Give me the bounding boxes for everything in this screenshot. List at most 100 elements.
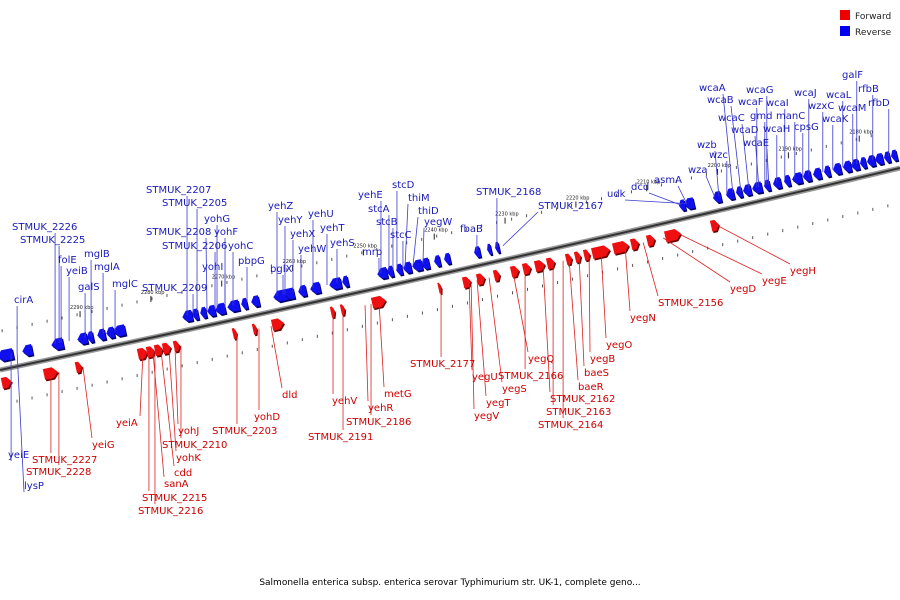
gene-label-wcaj[interactable]: wcaJ [794, 88, 817, 99]
gene-label-stmuk-2186[interactable]: STMUK_2186 [346, 417, 411, 428]
gene-label-yegu[interactable]: yegU [472, 372, 498, 383]
gene-label-yegn[interactable]: yegN [630, 313, 656, 324]
gene-arrow-f12[interactable] [339, 304, 345, 316]
gene-label-fbab[interactable]: fbaB [460, 224, 483, 235]
gene-label-wcag[interactable]: wcaG [746, 85, 774, 96]
gene-arrow-r48[interactable] [843, 160, 853, 173]
gene-label-wcad[interactable]: wcaD [731, 125, 759, 136]
gene-label-gmd[interactable]: gmd [750, 111, 772, 122]
gene-label-thid[interactable]: thiD [418, 206, 439, 217]
gene-arrow-r35[interactable] [713, 190, 723, 203]
gene-arrow-r28[interactable] [434, 255, 442, 267]
gene-label-mglc[interactable]: mglC [112, 279, 138, 290]
gene-label-yehr[interactable]: yehR [368, 403, 393, 414]
gene-label-gals[interactable]: galS [78, 282, 100, 293]
gene-label-stcb[interactable]: stcB [376, 217, 398, 228]
gene-label-yegd[interactable]: yegD [730, 284, 756, 295]
gene-label-yohg[interactable]: yohG [204, 214, 230, 225]
gene-label-yeia[interactable]: yeiA [116, 418, 138, 429]
gene-arrow-r1[interactable] [22, 344, 34, 356]
gene-label-yeib[interactable]: yeiB [66, 266, 88, 277]
gene-label-yeie[interactable]: yeiE [8, 450, 29, 461]
gene-arrow-r18[interactable] [298, 284, 308, 297]
gene-arrow-f8[interactable] [231, 328, 237, 340]
gene-label-stmuk-2228[interactable]: STMUK_2228 [26, 467, 91, 478]
gene-arrow-r53[interactable] [884, 151, 892, 163]
gene-arrow-r51[interactable] [867, 154, 876, 167]
gene-label-yohd[interactable]: yohD [254, 412, 280, 423]
gene-label-yegv[interactable]: yegV [474, 411, 499, 422]
gene-label-stmuk-2210[interactable]: STMUK_2210 [162, 440, 227, 451]
gene-label-asma[interactable]: asmA [654, 175, 682, 186]
gene-label-stmuk-2215[interactable]: STMUK_2215 [142, 493, 207, 504]
gene-arrow-r7[interactable] [113, 324, 127, 337]
gene-label-mglb[interactable]: mglB [84, 249, 110, 260]
gene-arrow-f11[interactable] [329, 306, 335, 318]
gene-label-thim[interactable]: thiM [408, 193, 430, 204]
gene-arrow-f29[interactable] [664, 229, 681, 243]
gene-label-stmuk-2209[interactable]: STMUK_2209 [142, 283, 207, 294]
gene-arrow-f9[interactable] [251, 323, 257, 335]
gene-arrow-f27[interactable] [629, 238, 639, 251]
gene-label-stmuk-2227[interactable]: STMUK_2227 [32, 455, 97, 466]
gene-label-yeig[interactable]: yeiG [92, 440, 115, 451]
gene-arrow-f22[interactable] [564, 253, 572, 266]
gene-arrow-r52[interactable] [875, 152, 884, 165]
gene-arrow-r2[interactable] [51, 337, 65, 350]
gene-arrow-f15[interactable] [461, 276, 471, 289]
gene-label-manc[interactable]: manC [776, 111, 805, 122]
gene-arrow-f21[interactable] [545, 257, 555, 270]
gene-arrow-f7[interactable] [172, 340, 180, 352]
gene-arrow-r34[interactable] [684, 197, 696, 210]
gene-label-baer[interactable]: baeR [578, 382, 604, 393]
gene-label-cira[interactable]: cirA [14, 295, 33, 306]
gene-arrow-r0[interactable] [0, 348, 15, 362]
gene-label-yegs[interactable]: yegS [502, 384, 527, 395]
gene-label-stmuk-2203[interactable]: STMUK_2203 [212, 426, 277, 437]
gene-label-yegq[interactable]: yegQ [528, 354, 554, 365]
gene-label-yehy[interactable]: yehY [278, 215, 303, 226]
gene-arrow-f3[interactable] [136, 347, 148, 360]
gene-arrow-f17[interactable] [492, 269, 500, 282]
gene-arrow-r17[interactable] [284, 287, 296, 300]
gene-label-stmuk-2163[interactable]: STMUK_2163 [546, 407, 611, 418]
gene-arrow-r31[interactable] [487, 243, 493, 255]
gene-arrow-r20[interactable] [329, 277, 343, 290]
gene-label-stcd[interactable]: stcD [392, 180, 415, 191]
gene-arrow-r9[interactable] [192, 308, 200, 320]
gene-arrow-f28[interactable] [645, 234, 655, 247]
gene-label-sana[interactable]: sanA [164, 479, 189, 490]
gene-label-yegb[interactable]: yegB [590, 354, 615, 365]
gene-arrow-f1[interactable] [42, 367, 58, 380]
gene-arrow-f5[interactable] [153, 344, 163, 357]
gene-label-cdd[interactable]: cdd [174, 468, 192, 479]
gene-arrow-r4[interactable] [87, 331, 95, 343]
gene-arrow-r15[interactable] [251, 295, 261, 307]
gene-label-pbpg[interactable]: pbpG [238, 256, 265, 267]
gene-arrow-f25[interactable] [591, 245, 610, 259]
gene-label-stmuk-2225[interactable]: STMUK_2225 [20, 235, 85, 246]
gene-arrow-f4[interactable] [145, 346, 155, 358]
gene-label-rfbd[interactable]: rfbD [868, 98, 890, 109]
gene-label-yohi[interactable]: yohI [202, 262, 223, 273]
gene-label-wcai[interactable]: wcaI [766, 98, 789, 109]
gene-arrow-r46[interactable] [824, 165, 832, 177]
gene-arrow-r44[interactable] [803, 169, 813, 182]
gene-arrow-f6[interactable] [161, 342, 171, 355]
gene-label-yohc[interactable]: yohC [228, 241, 253, 252]
gene-arrow-r8[interactable] [182, 309, 194, 322]
gene-arrow-f18[interactable] [509, 265, 519, 278]
gene-arrow-f2[interactable] [74, 361, 82, 374]
gene-label-stmuk-2216[interactable]: STMUK_2216 [138, 506, 203, 517]
gene-label-yegt[interactable]: yegT [486, 398, 511, 409]
gene-label-wzxc[interactable]: wzxC [808, 101, 834, 112]
gene-arrow-r32[interactable] [495, 241, 501, 253]
gene-arrow-r26[interactable] [412, 259, 424, 271]
gene-label-yegw[interactable]: yegW [424, 217, 452, 228]
gene-arrow-r37[interactable] [736, 186, 744, 198]
gene-arrow-r11[interactable] [207, 304, 217, 317]
gene-label-yego[interactable]: yegO [606, 340, 632, 351]
gene-label-cpsg[interactable]: cpsG [794, 122, 819, 133]
gene-arrow-f24[interactable] [582, 249, 590, 261]
gene-arrow-r42[interactable] [784, 174, 792, 187]
